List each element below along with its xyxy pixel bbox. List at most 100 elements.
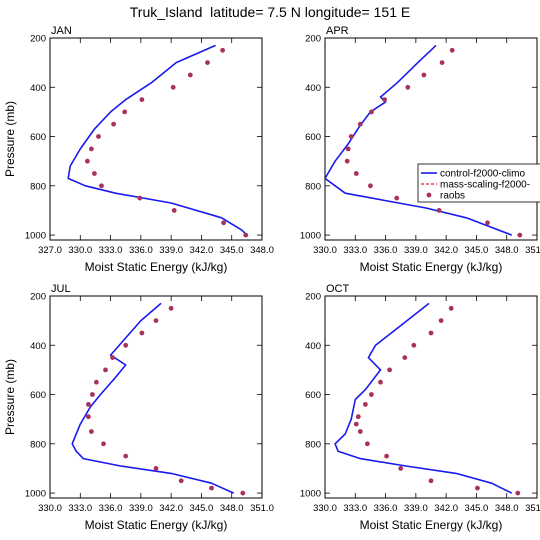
x-axis-label: Moist Static Energy (kJ/kg) <box>85 518 228 532</box>
panel-title: JUL <box>51 283 71 295</box>
y-tick-label: 600 <box>305 390 321 401</box>
series-control-line <box>67 44 248 236</box>
raobs-point <box>387 367 392 373</box>
y-tick-label: 200 <box>305 292 321 303</box>
control-line <box>325 44 513 236</box>
x-tick-label: 342.0 <box>159 503 183 514</box>
series-raobs-points <box>86 305 246 496</box>
raobs-point <box>209 485 214 491</box>
raobs-point <box>378 379 383 385</box>
x-tick-label: 345.0 <box>465 245 489 256</box>
raobs-point <box>485 220 490 226</box>
legend-raobs-swatch <box>426 192 432 198</box>
raobs-point <box>402 355 408 360</box>
x-tick-label: 351.0 <box>525 503 540 514</box>
y-tick-label: 800 <box>305 439 321 450</box>
y-tick-label: 800 <box>305 181 321 192</box>
raobs-point <box>139 97 145 102</box>
raobs-point <box>187 72 193 78</box>
raobs-point <box>448 305 454 311</box>
y-tick-label: 800 <box>30 181 46 192</box>
raobs-point <box>428 330 434 336</box>
panels: JAN 327.0 330.0 333.0 336.0 339.0 342.0 345.0 34… <box>3 25 540 532</box>
raobs-point <box>357 121 363 127</box>
y-tick-label: 1000 <box>25 489 46 500</box>
raobs-point <box>515 490 521 496</box>
raobs-point <box>92 171 97 176</box>
x-tick-label: 333.0 <box>68 503 92 514</box>
raobs-point <box>139 330 145 336</box>
panel-apr: APR 330.0 333.0 336.0 339.0 342.0 345.0 348.0 35… <box>300 25 540 274</box>
raobs-point <box>89 146 94 152</box>
x-tick-label: 330.0 <box>313 245 337 256</box>
y-tick-label: 400 <box>30 341 46 352</box>
x-tick-label: 339.0 <box>404 245 428 256</box>
y-tick-label: 600 <box>30 390 46 401</box>
y-tick-label: 600 <box>30 132 46 143</box>
raobs-point <box>221 220 227 226</box>
raobs-point <box>243 232 249 238</box>
raobs-point <box>436 208 442 213</box>
legend-entry-label: control-f2000-climo <box>440 169 525 180</box>
y-tick-label: 200 <box>305 34 321 45</box>
raobs-point <box>428 478 434 484</box>
raobs-point <box>475 485 480 491</box>
series-control-line <box>334 302 513 494</box>
panel-title: OCT <box>326 283 350 295</box>
raobs-point <box>517 232 523 238</box>
raobs-point <box>357 429 363 434</box>
raobs-point <box>363 402 368 407</box>
raobs-point <box>348 134 354 139</box>
plot-frame <box>49 295 263 499</box>
raobs-point <box>89 429 94 434</box>
y-tick-label: 800 <box>30 439 46 450</box>
x-tick-label: 327.0 <box>38 245 62 256</box>
x-tick-label: 339.0 <box>404 503 428 514</box>
raobs-point <box>94 379 99 385</box>
x-tick-label: 345.0 <box>465 503 489 514</box>
x-tick-label: 348.0 <box>250 245 274 256</box>
raobs-point <box>438 318 444 323</box>
x-tick-label: 348.0 <box>220 503 244 514</box>
control-line <box>67 44 248 236</box>
x-tick-label: 336.0 <box>129 245 153 256</box>
raobs-point <box>137 195 143 201</box>
raobs-point <box>220 47 226 53</box>
x-tick-label: 333.0 <box>343 245 367 256</box>
raobs-point <box>384 453 389 459</box>
x-tick-label: 333.0 <box>99 245 123 256</box>
y-axis-label: Pressure (mb) <box>3 359 17 435</box>
legend-entry-label: raobs <box>440 191 465 202</box>
raobs-point <box>123 453 129 459</box>
raobs-point <box>398 466 404 471</box>
panel-jul: JUL 330.0 333.0 336.0 339.0 342.0 345.0 348.0 35… <box>3 283 274 532</box>
y-tick-label: 600 <box>305 132 321 143</box>
raobs-point <box>123 342 129 348</box>
legend-box <box>417 163 540 203</box>
raobs-point <box>368 183 373 189</box>
series-control-line <box>71 302 235 494</box>
x-axis-label: Moist Static Energy (kJ/kg) <box>360 518 503 532</box>
x-tick-label: 339.0 <box>159 245 183 256</box>
raobs-point <box>101 441 106 447</box>
raobs-point <box>369 109 374 115</box>
series-control-line <box>325 44 513 236</box>
raobs-point <box>369 392 374 397</box>
panel-title: APR <box>326 25 349 37</box>
x-tick-label: 339.0 <box>129 503 153 514</box>
y-axis-label: Pressure (mb) <box>3 101 17 177</box>
raobs-point <box>85 158 90 164</box>
y-tick-label: 200 <box>30 34 46 45</box>
x-tick-label: 336.0 <box>99 503 123 514</box>
raobs-point <box>90 392 95 397</box>
legend: control-f2000-climomass-scaling-f2000-ra… <box>417 163 540 203</box>
plot-frame <box>324 295 538 499</box>
x-tick-label: 333.0 <box>343 503 367 514</box>
raobs-point <box>103 367 108 373</box>
raobs-point <box>382 97 387 102</box>
raobs-point <box>96 134 101 139</box>
raobs-point <box>170 84 176 90</box>
raobs-point <box>439 60 445 65</box>
raobs-point <box>411 342 417 348</box>
y-tick-label: 400 <box>30 83 46 94</box>
